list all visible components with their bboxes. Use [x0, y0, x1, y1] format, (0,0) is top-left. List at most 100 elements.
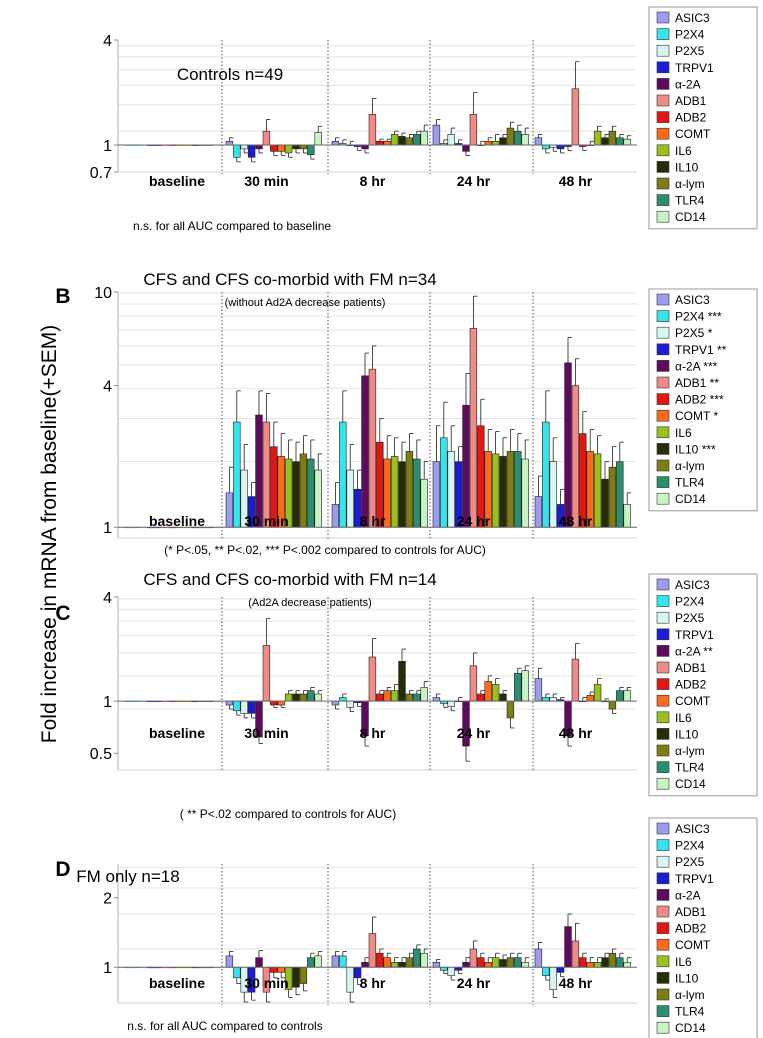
legend-label: CD14	[675, 210, 706, 224]
bar	[361, 962, 369, 968]
bar	[405, 693, 414, 702]
bar	[405, 451, 414, 528]
legend-label: TLR4	[675, 194, 705, 208]
bar	[477, 693, 485, 702]
legend-swatch	[656, 144, 670, 157]
panel-footnote: ( ** P<.02 compared to controls for AUC)	[180, 807, 396, 821]
bar	[499, 456, 507, 528]
y-tick-label: 10	[94, 285, 112, 302]
bar	[616, 690, 624, 702]
legend-swatch	[656, 111, 670, 123]
legend-swatch	[656, 972, 670, 984]
bar	[292, 144, 300, 150]
bar	[491, 684, 500, 702]
bar	[447, 451, 455, 528]
panel-footnote: n.s. for all AUC compared to controls	[127, 1019, 322, 1033]
legend-label: ADB1	[675, 905, 707, 919]
legend-label: ASIC3	[675, 11, 710, 25]
y-tick-label: 1	[103, 520, 112, 537]
bar	[623, 690, 631, 702]
bar	[514, 451, 522, 528]
bar	[432, 962, 441, 968]
bar	[314, 955, 322, 968]
panel-B: 1 4 10 baseline 30 min 8 hr 24 hr 48 hr CFS and …	[55, 270, 758, 557]
legend-label: ADB2	[675, 111, 707, 125]
legend-label: α-2A	[675, 77, 701, 91]
bar	[331, 955, 340, 968]
bar	[491, 453, 500, 528]
panel-title: CFS and CFS co-morbid with FM n=14	[143, 570, 436, 589]
legend-swatch	[656, 661, 670, 674]
legend-swatch	[656, 326, 670, 339]
legend-swatch	[656, 922, 670, 934]
panel-footnote: (* P<.05, ** P<.02, *** P<.002 compared …	[164, 543, 486, 557]
legend-label: IL6	[675, 955, 692, 969]
bar	[440, 437, 448, 528]
bar	[477, 957, 485, 968]
bar	[521, 134, 529, 146]
legend-swatch	[656, 595, 670, 607]
bar	[534, 948, 543, 968]
legend-swatch	[656, 293, 670, 306]
bar	[469, 948, 478, 968]
bar	[240, 700, 248, 714]
category-label: 48 hr	[559, 173, 593, 189]
bar	[376, 693, 384, 702]
y-tick-label: 4	[103, 33, 112, 50]
bar	[447, 134, 455, 146]
legend-label: ASIC3	[675, 822, 710, 836]
legend-label: CD14	[675, 492, 706, 506]
legend-swatch	[656, 393, 670, 405]
bar	[307, 144, 315, 155]
legend-swatch	[656, 872, 670, 885]
legend-label: TRPV1	[675, 61, 714, 75]
legend-label: P2X4	[675, 839, 705, 853]
panel-letter: C	[55, 602, 70, 625]
legend-label: CD14	[675, 777, 706, 791]
bar	[225, 955, 234, 968]
category-label: 48 hr	[559, 513, 593, 529]
y-tick-label: 1	[103, 960, 112, 977]
legend-label: ADB2 ***	[675, 393, 724, 407]
legend-label: TRPV1 **	[675, 343, 727, 357]
bar	[521, 670, 529, 702]
legend-label: CD14	[675, 1021, 706, 1035]
bar	[346, 469, 354, 528]
bar	[462, 144, 470, 152]
panel-C: 0.5 1 4 baseline 30 min 8 hr 24 hr 48 hr CFS and…	[55, 570, 758, 821]
bar	[506, 957, 515, 968]
bar	[233, 966, 241, 979]
bar	[469, 113, 478, 146]
bar	[542, 966, 550, 976]
legend-label: TRPV1	[675, 628, 714, 642]
bar	[255, 414, 263, 528]
bar	[413, 948, 421, 968]
bar	[593, 130, 602, 146]
bar	[542, 697, 550, 702]
bar	[240, 144, 248, 150]
bar	[432, 461, 441, 528]
category-label: 30 min	[244, 513, 288, 529]
legend-swatch	[656, 409, 670, 422]
bar	[608, 952, 617, 968]
legend-label: α-lym	[675, 988, 705, 1002]
bar	[579, 957, 587, 968]
bar	[462, 962, 470, 968]
category-label: 24 hr	[457, 173, 491, 189]
bar	[314, 132, 322, 146]
category-label: baseline	[149, 513, 205, 529]
category-label: 8 hr	[360, 725, 386, 741]
bar	[398, 136, 406, 146]
bar	[361, 144, 369, 150]
bar	[339, 421, 347, 528]
bar	[398, 962, 406, 968]
legend-label: TLR4	[675, 476, 705, 490]
category-label: 30 min	[244, 975, 288, 991]
legend-label: COMT	[675, 938, 711, 952]
bar	[514, 130, 522, 146]
bar	[390, 962, 399, 968]
legend-label: TLR4	[675, 1005, 705, 1019]
bar	[299, 144, 308, 150]
bar	[506, 700, 515, 719]
category-label: 30 min	[244, 173, 288, 189]
